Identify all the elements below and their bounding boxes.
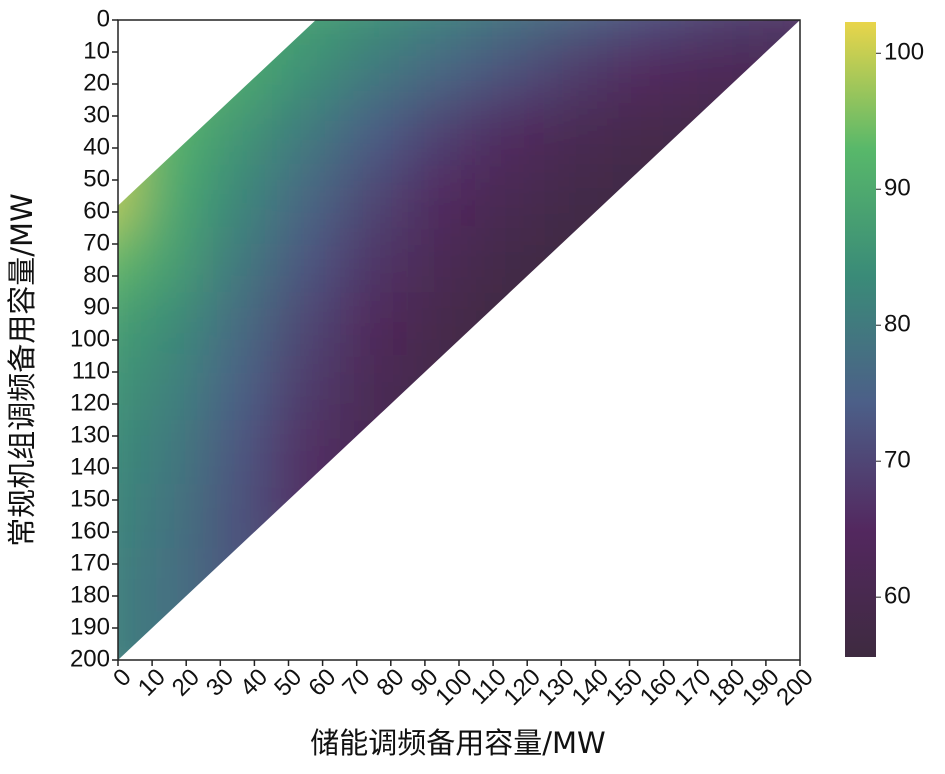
y-tick-label: 150 xyxy=(70,485,110,512)
x-tick-label: 70 xyxy=(337,664,375,702)
x-tick-label: 80 xyxy=(372,664,410,702)
y-tick-label: 140 xyxy=(70,453,110,480)
y-tick-label: 200 xyxy=(70,645,110,672)
colorbar xyxy=(845,22,876,657)
x-tick-label: 60 xyxy=(303,664,341,702)
heat-cell xyxy=(407,356,511,452)
y-tick-label: 110 xyxy=(72,357,110,384)
y-axis-title: 常规机组调频备用容量/MW xyxy=(5,193,39,546)
y-tick-label: 190 xyxy=(70,613,110,640)
heat-cell xyxy=(476,292,579,388)
x-tick-label: 20 xyxy=(167,664,205,702)
y-tick-label: 120 xyxy=(70,389,110,416)
heat-cell xyxy=(339,420,442,516)
y-tick-label: 100 xyxy=(70,325,110,352)
y-tick-label: 20 xyxy=(83,69,110,96)
y-tick-label: 50 xyxy=(83,165,110,192)
heat-cell xyxy=(203,548,306,644)
y-tick-label: 130 xyxy=(70,421,110,448)
colorbar-tick-label: 80 xyxy=(884,311,911,338)
colorbar-tick-label: 90 xyxy=(884,175,911,202)
x-tick-label: 30 xyxy=(201,664,239,702)
y-tick-label: 70 xyxy=(83,229,110,256)
heat-cell xyxy=(544,228,647,324)
y-tick-label: 180 xyxy=(70,581,110,608)
y-tick-label: 10 xyxy=(83,37,110,64)
y-tick-label: 170 xyxy=(70,549,110,576)
x-tick-label: 40 xyxy=(235,664,273,702)
colorbar-tick-label: 60 xyxy=(884,583,911,610)
heat-cell xyxy=(612,164,715,260)
heatmap xyxy=(118,20,800,660)
x-tick-label: 50 xyxy=(269,664,307,702)
y-tick-label: 60 xyxy=(83,197,110,224)
y-tick-label: 80 xyxy=(83,261,110,288)
heat-cell xyxy=(407,292,511,388)
y-tick-label: 40 xyxy=(83,133,110,160)
x-tick-label: 0 xyxy=(108,664,137,693)
y-tick-label: 30 xyxy=(83,101,110,128)
colorbar-tick-label: 100 xyxy=(884,39,924,66)
colorbar-tick-label: 70 xyxy=(884,447,911,474)
heat-cell xyxy=(680,100,783,196)
heat-cell xyxy=(271,484,374,580)
y-tick-label: 0 xyxy=(97,5,110,32)
y-tick-label: 160 xyxy=(70,517,110,544)
y-tick-label: 90 xyxy=(83,293,110,320)
x-tick-label: 200 xyxy=(771,664,818,711)
x-axis-title: 储能调频备用容量/MW xyxy=(310,726,605,760)
x-tick-label: 10 xyxy=(133,664,171,702)
